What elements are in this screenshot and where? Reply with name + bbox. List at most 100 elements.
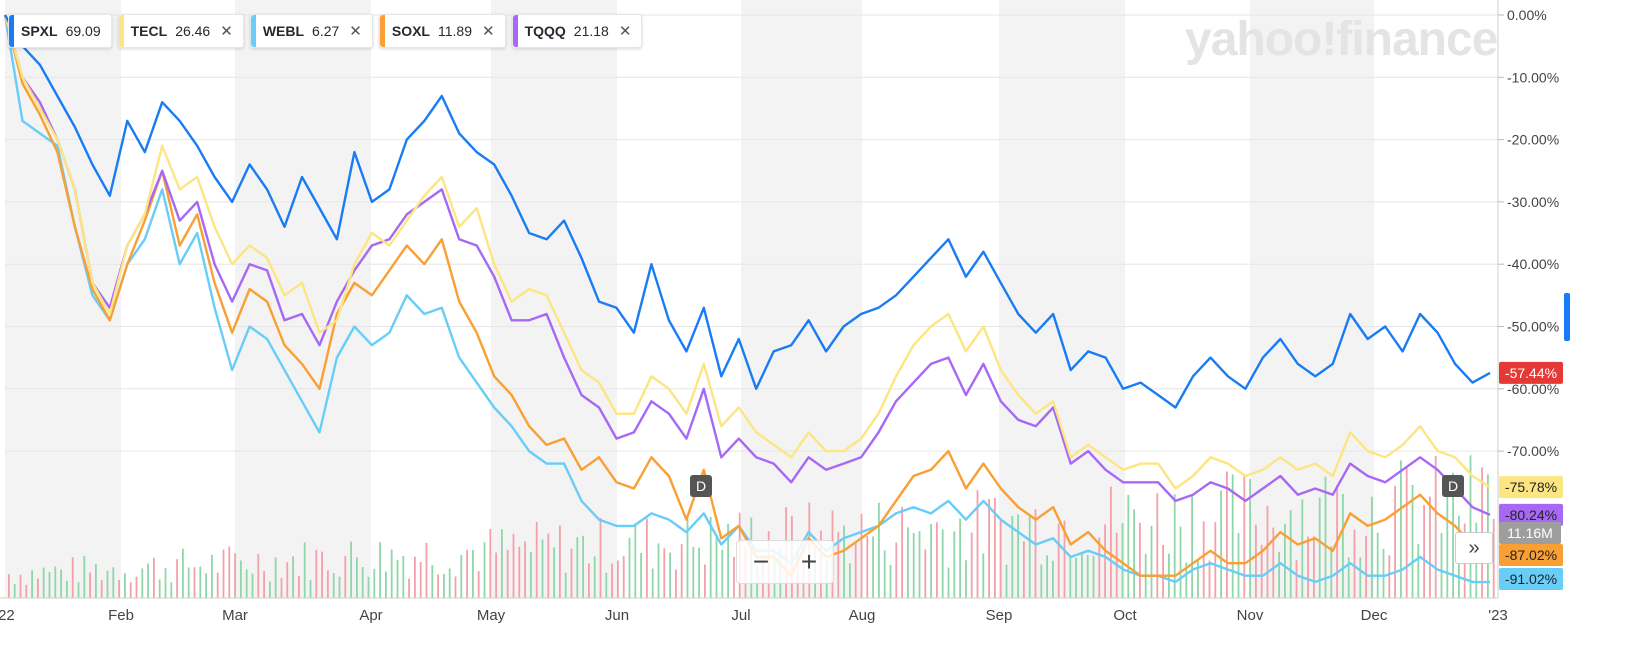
volume-bar [704,564,706,598]
volume-bar [715,537,718,598]
volume-bar [582,535,584,598]
volume-bar [1133,509,1135,598]
volume-bar [1127,495,1130,598]
volume-bar [1208,560,1211,598]
volume-bar [1411,484,1414,598]
volume-bar [947,567,950,598]
volume-bar [1278,551,1280,598]
volume-bar [698,547,700,598]
remove-soxl-close-icon[interactable]: ✕ [481,23,495,40]
end-label-text: -75.78% [1505,479,1557,495]
volume-bar [854,541,857,598]
volume-bar [1388,555,1391,598]
volume-bar [518,546,521,598]
x-tick-label: Mar [222,607,248,624]
volume-bar [965,560,967,598]
scroll-to-latest-button[interactable]: » [1455,532,1493,564]
volume-bar [448,568,451,598]
remove-tqqq-close-icon[interactable]: ✕ [618,23,632,40]
volume-bar [106,570,109,598]
volume-bar [245,569,248,598]
comparison-legend: SPXL 69.09 TECL 26.46 ✕ WEBL 6.27 ✕ SOXL… [8,14,643,48]
legend-symbol: TECL [130,23,168,39]
volume-label: 11.16M [1499,522,1561,544]
volume-bar [182,548,184,598]
volume-bar [390,549,393,598]
x-tick-label: Jul [731,607,750,624]
legend-chip-spxl[interactable]: SPXL 69.09 [8,14,112,48]
volume-bar [95,564,97,598]
volume-bar [622,555,625,598]
volume-bar [1289,510,1292,598]
volume-bar [1086,554,1089,598]
dividend-marker: D [690,475,712,497]
volume-bar [912,532,915,598]
volume-bar [274,557,277,598]
volume-bar [889,564,892,598]
volume-bar [1417,544,1420,598]
volume-bar [547,533,550,598]
legend-price: 26.46 [175,23,211,39]
volume-bar [425,542,428,598]
volume-bar [1179,526,1182,598]
volume-bar [1295,559,1298,598]
volume-bar [721,549,724,598]
volume-bar [1353,529,1356,598]
series-color-swatch [9,15,14,47]
volume-bar [269,581,271,598]
volume-bar [170,582,173,598]
x-tick-label: '22 [0,607,15,624]
volume-bar [443,574,445,598]
volume-bar [1318,497,1321,598]
volume-bar [1104,524,1106,598]
volume-bar [280,577,283,598]
volume-bar [19,574,22,598]
volume-bar [1469,455,1472,598]
volume-bar [454,576,457,598]
volume-bar [843,525,845,598]
volume-bar [994,498,996,598]
volume-bar [646,518,648,598]
volume-bar [883,550,886,598]
legend-chip-tqqq[interactable]: TQQQ 21.18 ✕ [511,14,643,48]
volume-bar [559,525,561,598]
volume-bar [240,560,242,598]
volume-bar [1272,527,1275,598]
volume-bar [309,579,312,598]
volume-bar [837,531,840,598]
volume-bar [344,555,347,598]
volume-bar [315,549,318,598]
volume-bar [1162,544,1164,598]
end-label-background [1499,568,1563,590]
zoom-in-button[interactable]: + [800,546,818,577]
volume-bar [611,563,613,598]
volume-bar [686,515,689,598]
month-band [999,0,1125,598]
volume-bar [1434,455,1437,598]
zoom-controls: − + [736,540,834,584]
volume-bar [495,552,497,598]
volume-bar [1330,546,1333,598]
remove-tecl-close-icon[interactable]: ✕ [220,23,233,40]
legend-chip-soxl[interactable]: SOXL 11.89 ✕ [378,14,506,48]
volume-bar [501,529,503,598]
volume-bar [327,570,329,598]
legend-chip-webl[interactable]: WEBL 6.27 ✕ [249,14,373,48]
volume-bar [1382,548,1385,598]
volume-bar [599,518,602,598]
legend-chip-tecl[interactable]: TECL 26.46 ✕ [117,14,244,48]
volume-bar [234,553,236,598]
volume-bar [147,563,149,598]
series-line-tqqq [3,14,1491,516]
x-tick-label: Nov [1237,607,1264,624]
zoom-out-button[interactable]: − [752,546,770,577]
volume-bar [408,578,410,598]
remove-webl-close-icon[interactable]: ✕ [349,23,362,40]
volume-bar [414,556,416,598]
volume-bar [663,548,666,598]
volume-bar [1313,536,1315,598]
month-band [741,0,862,598]
volume-bar [31,570,33,598]
volume-bar [1057,523,1060,598]
